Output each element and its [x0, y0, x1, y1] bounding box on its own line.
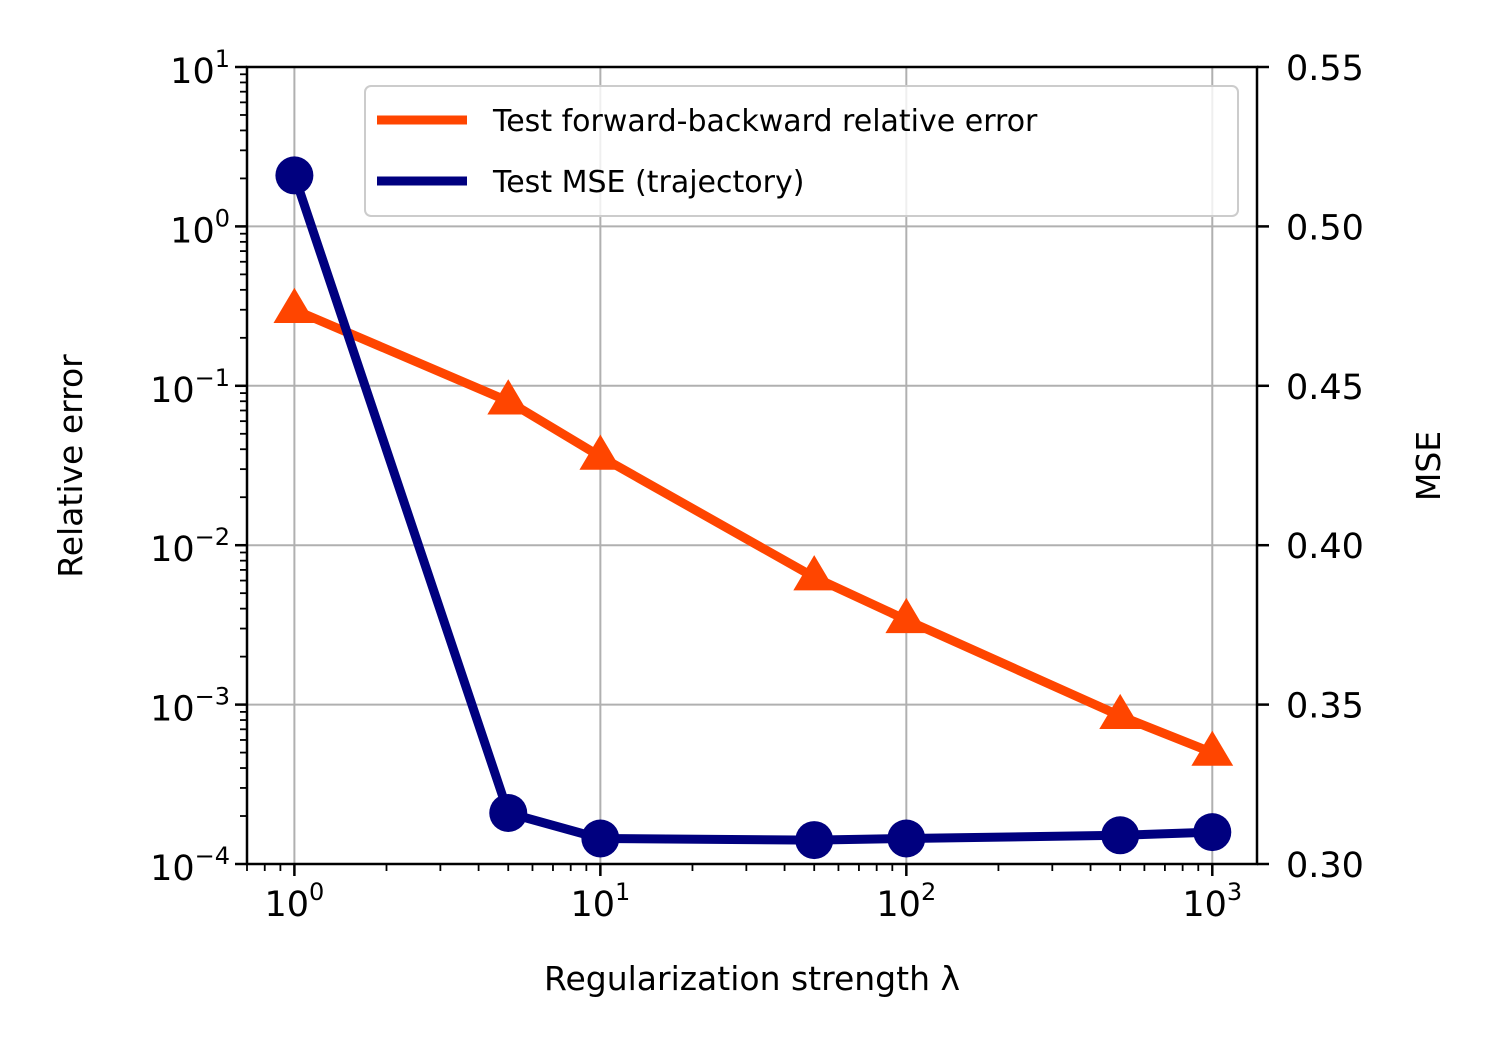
x-tick-label: 101 — [570, 878, 630, 925]
data-point-triangle — [885, 597, 928, 634]
y-left-tick-label: 10−1 — [150, 364, 230, 411]
data-point-triangle — [487, 379, 530, 415]
y-left-tick-base: 10 — [150, 530, 195, 570]
y-right-tick-label: 0.50 — [1286, 208, 1364, 248]
data-point-triangle — [1191, 730, 1234, 766]
data-point-triangle — [793, 555, 836, 591]
y-left-tick-exponent: −2 — [195, 523, 230, 551]
tick-labels: 100 101 102 10310110010−110−210−310−40.550.… — [150, 45, 1364, 925]
axes — [235, 65, 1269, 876]
x-tick-base: 10 — [1182, 885, 1227, 925]
series-mse — [275, 156, 1232, 860]
y-left-tick-exponent: 1 — [215, 45, 230, 73]
y-left-tick-label: 10−4 — [150, 842, 230, 889]
y-left-tick-exponent: −1 — [195, 364, 230, 392]
data-point-triangle — [579, 434, 622, 470]
x-tick-exponent: 3 — [1227, 878, 1242, 906]
legend-label-relative-error: Test forward-backward relative error — [492, 104, 1038, 139]
y-left-tick-label: 10−3 — [150, 683, 230, 730]
y-left-tick-exponent: −3 — [195, 683, 230, 711]
series-line — [290, 173, 1213, 845]
y-axis-right-title: MSE — [1409, 431, 1448, 501]
plot-frame — [245, 65, 1259, 866]
x-tick-exponent: 2 — [921, 878, 936, 906]
legend-box — [364, 85, 1239, 217]
y-left-tick-label: 101 — [170, 45, 230, 92]
x-axis-title: Regularization strength λ — [544, 959, 960, 998]
y-left-tick-exponent: 0 — [215, 204, 230, 232]
data-point-triangle — [273, 287, 316, 323]
data-point-circle — [1193, 813, 1232, 852]
data-point-circle — [1101, 816, 1140, 855]
y-axis-left-title: Relative error — [51, 354, 90, 578]
x-tick-exponent: 1 — [615, 878, 630, 906]
y-left-tick-label: 100 — [170, 204, 230, 251]
y-right-tick-label: 0.45 — [1286, 368, 1364, 408]
y-right-tick-label: 0.55 — [1286, 49, 1364, 89]
data-point-circle — [887, 819, 926, 858]
series-layer — [273, 156, 1234, 860]
series-line — [292, 305, 1214, 757]
data-point-circle — [489, 793, 528, 832]
x-tick-label: 100 — [264, 878, 324, 925]
y-right-tick-label: 0.40 — [1286, 527, 1364, 567]
y-left-tick-base: 10 — [170, 211, 215, 251]
x-tick-exponent: 0 — [309, 878, 324, 906]
x-tick-label: 102 — [876, 878, 936, 925]
y-left-tick-base: 10 — [150, 371, 195, 411]
legend: Test forward-backward relative error Tes… — [364, 85, 1239, 217]
y-left-tick-base: 10 — [150, 690, 195, 730]
y-right-tick-label: 0.35 — [1286, 687, 1364, 727]
legend-label-mse: Test MSE (trajectory) — [492, 165, 804, 200]
data-point-circle — [581, 819, 620, 858]
data-point-triangle — [1099, 693, 1142, 730]
y-left-tick-exponent: −4 — [195, 842, 230, 870]
x-tick-base: 10 — [570, 885, 615, 925]
x-tick-base: 10 — [876, 885, 921, 925]
series-relative-error — [273, 287, 1234, 766]
y-left-tick-base: 10 — [170, 52, 215, 92]
x-tick-label: 103 — [1182, 878, 1242, 925]
y-left-tick-label: 10−2 — [150, 523, 230, 570]
x-tick-base: 10 — [264, 885, 309, 925]
data-point-circle — [275, 156, 314, 195]
y-left-tick-base: 10 — [150, 849, 195, 889]
data-point-circle — [795, 821, 834, 860]
y-right-tick-label: 0.30 — [1286, 846, 1364, 886]
